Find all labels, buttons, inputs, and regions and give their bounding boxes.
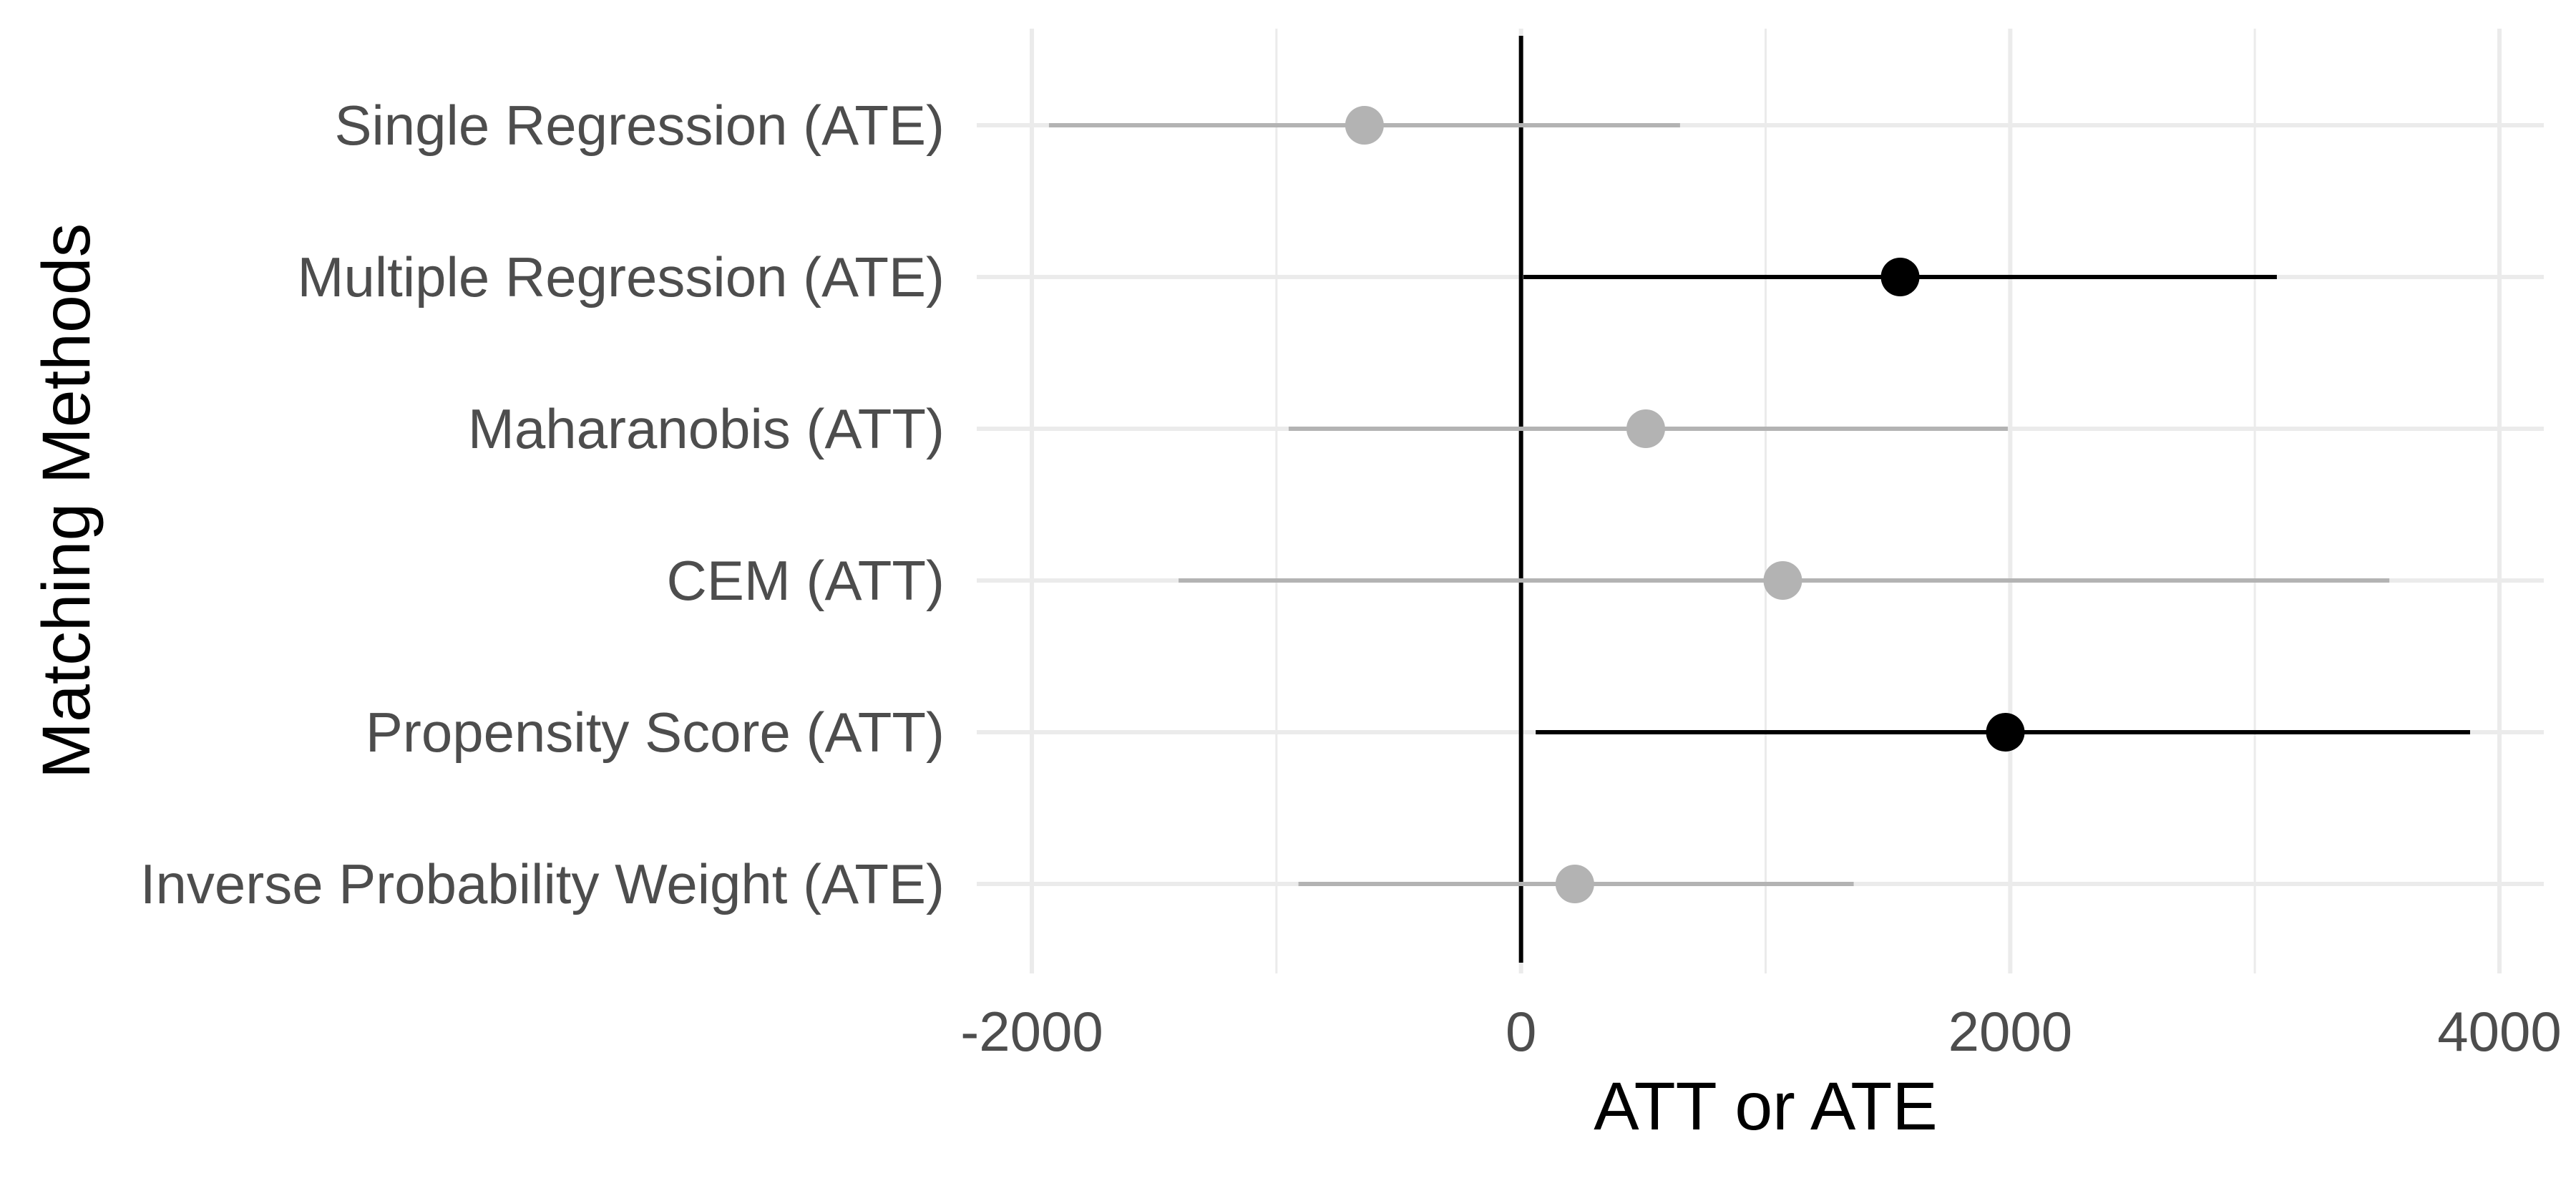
marks-layer	[1048, 36, 2470, 963]
x-tick-label: -2000	[960, 1000, 1103, 1063]
x-tick-label: 4000	[2437, 1000, 2562, 1063]
x-axis-title: ATT or ATE	[1594, 1069, 1937, 1144]
point-estimate	[1345, 106, 1384, 145]
x-tick-label: 0	[1506, 1000, 1536, 1063]
y-tick-label: CEM (ATT)	[667, 549, 945, 612]
y-axis-title: Matching Methods	[29, 223, 104, 779]
point-estimate	[1763, 561, 1802, 600]
y-tick-label: Multiple Regression (ATE)	[297, 246, 945, 308]
y-tick-label: Propensity Score (ATT)	[366, 701, 945, 764]
point-estimate	[1626, 409, 1666, 448]
point-estimate	[1986, 713, 2025, 752]
point-estimate	[1555, 865, 1594, 903]
y-tick-label: Maharanobis (ATT)	[468, 397, 945, 460]
y-tick-label: Single Regression (ATE)	[334, 94, 945, 157]
grid-layer	[977, 29, 2544, 973]
labels-layer: Single Regression (ATE) Multiple Regressi…	[140, 94, 2562, 1063]
point-estimate	[1880, 258, 1920, 296]
x-tick-label: 2000	[1948, 1000, 2073, 1063]
y-tick-label: Inverse Probability Weight (ATE)	[140, 852, 945, 915]
